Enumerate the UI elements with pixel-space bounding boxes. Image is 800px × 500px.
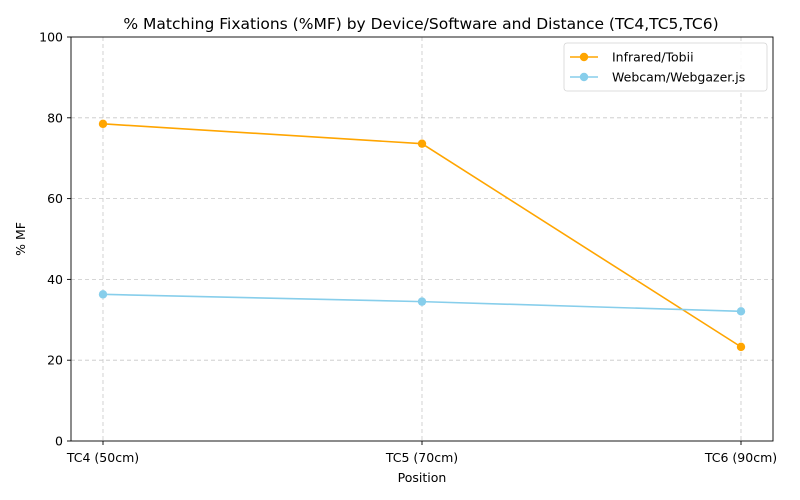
data-point bbox=[736, 342, 746, 352]
y-tick-label: 60 bbox=[47, 191, 63, 206]
legend: Infrared/Tobii Webcam/Webgazer.js bbox=[563, 42, 768, 92]
y-axis-label: % MF bbox=[13, 222, 28, 256]
legend-item: Infrared/Tobii bbox=[570, 50, 694, 65]
data-point bbox=[736, 307, 746, 316]
x-axis-label: Position bbox=[398, 470, 447, 485]
x-axis: TC4 (50cm) TC5 (70cm) TC6 (90cm) bbox=[66, 441, 777, 465]
legend-swatch-marker bbox=[579, 52, 589, 62]
y-tick-label: 40 bbox=[47, 272, 63, 287]
y-tick-label: 0 bbox=[55, 434, 63, 449]
y-axis: 0 20 40 60 80 100 bbox=[39, 30, 71, 449]
y-tick-label: 20 bbox=[47, 353, 63, 368]
data-point bbox=[98, 119, 108, 129]
y-tick-label: 80 bbox=[47, 110, 63, 125]
legend-item: Webcam/Webgazer.js bbox=[570, 70, 745, 85]
series-2 bbox=[98, 290, 746, 316]
legend-swatch-marker bbox=[579, 72, 589, 82]
y-tick-label: 100 bbox=[39, 30, 63, 45]
data-point bbox=[417, 297, 427, 306]
x-tick-label: TC6 (90cm) bbox=[704, 450, 777, 465]
legend-box bbox=[563, 42, 768, 92]
x-tick-label: TC4 (50cm) bbox=[66, 450, 139, 465]
legend-label: Webcam/Webgazer.js bbox=[612, 70, 745, 85]
x-tick-label: TC5 (70cm) bbox=[385, 450, 458, 465]
legend-label: Infrared/Tobii bbox=[612, 50, 694, 65]
grid bbox=[71, 37, 773, 441]
data-point bbox=[417, 139, 427, 148]
data-point bbox=[98, 290, 108, 299]
series-1 bbox=[98, 119, 746, 352]
chart-title: % Matching Fixations (%MF) by Device/Sof… bbox=[123, 15, 718, 33]
series-layer bbox=[98, 119, 746, 352]
